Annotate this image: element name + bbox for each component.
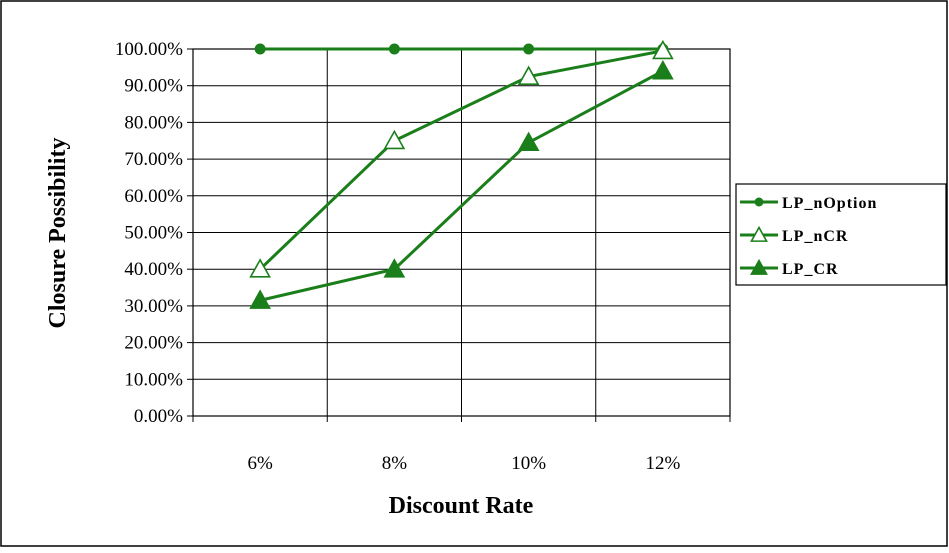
legend-label: LP_nCR: [782, 228, 848, 245]
y-tick-label: 40.00%: [124, 259, 183, 280]
legend-item-LP_nOption: LP_nOption: [740, 195, 877, 212]
legend-item-LP_CR: LP_CR: [740, 258, 839, 278]
data-point: [750, 225, 768, 242]
y-tick-label: 0.00%: [134, 406, 183, 427]
legend-item-LP_nCR: LP_nCR: [740, 225, 848, 245]
y-tick-label: 20.00%: [124, 333, 183, 354]
legend-label: LP_CR: [782, 261, 839, 278]
data-point: [754, 197, 764, 207]
data-point: [388, 43, 400, 55]
x-tick-label: 6%: [247, 453, 273, 474]
series-LP_nCR: [249, 39, 674, 278]
y-tick-label: 100.00%: [115, 39, 183, 60]
series-LP_CR: [249, 60, 674, 309]
x-axis-title: Discount Rate: [389, 493, 534, 519]
y-tick-label: 60.00%: [124, 186, 183, 207]
legend: LP_nOption LP_nCR LP_CR: [735, 183, 947, 286]
y-tick-label: 70.00%: [124, 149, 183, 170]
legend-items: LP_nOption LP_nCR LP_CR: [740, 195, 877, 278]
data-point: [249, 289, 271, 309]
data-point: [517, 131, 540, 152]
data-point: [652, 39, 674, 60]
x-axis-tick-labels: 6% 8% 10% 12%: [247, 453, 680, 474]
y-axis-title: Closure Possibility: [45, 138, 71, 329]
y-tick-label: 80.00%: [124, 112, 183, 133]
y-tick-label: 50.00%: [124, 223, 183, 244]
data-point: [254, 43, 266, 55]
legend-label: LP_nOption: [782, 195, 877, 212]
y-tick-label: 30.00%: [124, 296, 183, 317]
data-point: [383, 129, 406, 150]
data-point: [652, 60, 674, 80]
data-point: [523, 43, 535, 55]
x-tick-label: 12%: [645, 453, 680, 474]
series-layer: [249, 39, 674, 309]
data-point: [249, 258, 271, 278]
x-tick-label: 8%: [382, 453, 408, 474]
y-axis-tick-labels: 0.00% 10.00% 20.00% 30.00% 40.00% 50.00% 60.00…: [115, 39, 183, 427]
data-point: [517, 65, 540, 85]
y-tick-label: 90.00%: [124, 76, 183, 97]
series-line: [259, 69, 664, 302]
y-tick-label: 10.00%: [124, 369, 183, 390]
x-tick-label: 10%: [511, 453, 546, 474]
data-point: [383, 258, 406, 278]
series-line: [259, 49, 664, 271]
data-point: [750, 258, 768, 275]
